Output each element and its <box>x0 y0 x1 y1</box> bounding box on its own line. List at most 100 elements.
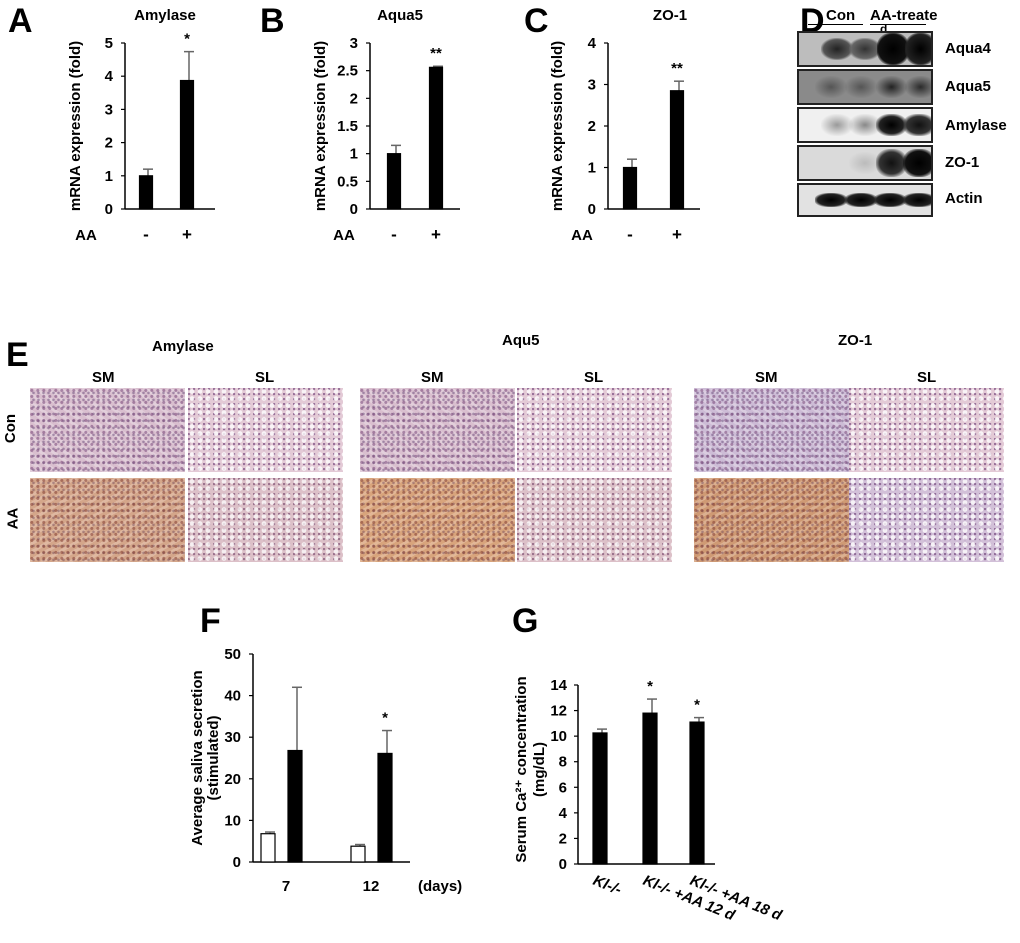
chart-g-x-tick-label: Kl-/- <box>591 872 624 899</box>
chart-b-x-prefix-label: AA <box>333 227 355 244</box>
chart-a-x-tick-label: + <box>182 225 192 244</box>
chart-b-title: Aqua5 <box>377 7 423 24</box>
chart-b-y-tick-label: 0.5 <box>337 173 358 190</box>
chart-g-y-tick-label: 0 <box>559 856 567 873</box>
ihc-title-aqu5: Aqu5 <box>502 332 540 349</box>
chart-c-x-prefix-label: AA <box>571 227 593 244</box>
ihc-col-sm-3: SM <box>755 369 778 386</box>
chart-b-x-tick-label: + <box>431 225 441 244</box>
chart-f-x-tick-label: 7 <box>282 878 290 895</box>
chart-a-y-tick-label: 4 <box>105 68 114 85</box>
chart-b-bar <box>386 153 402 210</box>
chart-g-y-tick-label: 10 <box>550 728 567 745</box>
panel-letter-f: F <box>200 602 221 640</box>
ihc-image-aqu5-sl-aa <box>517 478 672 562</box>
chart-g-y-tick-label: 6 <box>559 779 567 796</box>
panel-letter-c: C <box>524 2 549 40</box>
ihc-image-amylase-sm-con <box>30 388 185 472</box>
ihc-image-zo1-sm-con <box>694 388 849 472</box>
chart-b-x-tick-label: - <box>391 225 397 244</box>
chart-c-x-tick-label: + <box>672 225 682 244</box>
chart-b-y-tick-label: 2 <box>350 90 358 107</box>
chart-a-y-tick-label: 1 <box>105 168 113 185</box>
chart-g-y-tick-label: 4 <box>559 805 568 822</box>
chart-f-y-axis-label: Average saliva secretion <box>189 670 206 845</box>
blot-group-aa: AA-treate <box>870 7 938 24</box>
chart-a-y-tick-label: 2 <box>105 135 113 152</box>
chart-c-y-tick-label: 0 <box>588 201 596 218</box>
blot-row-aqua4 <box>797 31 933 67</box>
blot-label-aqua4: Aqua4 <box>945 40 991 57</box>
blot-row-actin <box>797 183 933 217</box>
chart-f-bar <box>287 749 303 863</box>
chart-c-bar <box>669 90 685 210</box>
ihc-image-amylase-sl-con <box>188 388 343 472</box>
chart-c-y-tick-label: 1 <box>588 160 596 177</box>
chart-c-title: ZO-1 <box>653 7 687 24</box>
ihc-col-sl-1: SL <box>255 369 275 386</box>
blot-group-aa-wrap: d <box>880 22 888 36</box>
ihc-image-aqu5-sl-con <box>517 388 672 472</box>
chart-g-y-tick-label: 14 <box>550 677 567 694</box>
chart-g-bar <box>689 721 705 865</box>
ihc-image-amylase-sm-aa <box>30 478 185 562</box>
chart-c-y-tick-label: 2 <box>588 118 596 135</box>
chart-b-y-axis-label: mRNA expression (fold) <box>312 41 329 211</box>
chart-g-y-tick-label: 2 <box>559 830 567 847</box>
ihc-image-zo1-sl-aa <box>849 478 1004 562</box>
chart-g-significance-marker: * <box>647 678 653 695</box>
chart-a-bar <box>179 79 195 210</box>
chart-f-y-tick-label: 30 <box>224 729 241 746</box>
chart-f-y-tick-label: 0 <box>233 854 241 871</box>
chart-a-y-tick-label: 0 <box>105 201 113 218</box>
chart-c-bar <box>622 166 638 210</box>
chart-g-bar <box>592 732 608 865</box>
chart-b-y-tick-label: 2.5 <box>337 63 358 80</box>
panel-letter-e: E <box>6 336 29 374</box>
ihc-col-sl-3: SL <box>917 369 937 386</box>
chart-a-y-tick-label: 3 <box>105 101 113 118</box>
chart-a-significance-marker: * <box>184 31 190 48</box>
chart-f-y-tick-label: 40 <box>224 688 241 705</box>
ihc-col-sm-1: SM <box>92 369 115 386</box>
chart-c-y-tick-label: 4 <box>588 35 597 52</box>
blot-label-aqua5: Aqua5 <box>945 78 991 95</box>
blot-row-aqua5 <box>797 69 933 105</box>
blot-label-actin: Actin <box>945 190 983 207</box>
chart-c-significance-marker: ** <box>671 60 683 77</box>
chart-b-y-tick-label: 0 <box>350 201 358 218</box>
chart-c-y-axis-label: mRNA expression (fold) <box>549 41 566 211</box>
blot-row-amylase <box>797 107 933 143</box>
blot-group-con: Con <box>826 7 856 24</box>
ihc-image-aqu5-sm-con <box>360 388 515 472</box>
chart-g-significance-marker: * <box>694 697 700 714</box>
ihc-title-amylase: Amylase <box>152 338 214 355</box>
chart-g-bar <box>642 712 658 865</box>
ihc-col-sl-2: SL <box>584 369 604 386</box>
chart-f-x-tick-label: 12 <box>363 878 380 895</box>
ihc-col-sm-2: SM <box>421 369 444 386</box>
ihc-title-zo1: ZO-1 <box>838 332 873 349</box>
blot-label-amylase: Amylase <box>945 117 1007 134</box>
chart-b-significance-marker: ** <box>430 45 442 62</box>
chart-f-bar <box>260 833 276 863</box>
chart-f-bar <box>377 752 393 863</box>
blot-label-zo1: ZO-1 <box>945 154 980 171</box>
panel-letter-b: B <box>260 2 285 40</box>
panel-letter-g: G <box>512 602 539 640</box>
chart-g-y-axis-label: (mg/dL) <box>531 742 548 797</box>
chart-a-x-prefix-label: AA <box>75 227 97 244</box>
chart-a-y-tick-label: 5 <box>105 35 113 52</box>
chart-a-bar <box>138 175 154 210</box>
chart-f-y-axis-label: (stimulated) <box>205 715 222 800</box>
chart-f-significance-marker: * <box>382 710 388 727</box>
chart-b-y-tick-label: 3 <box>350 35 358 52</box>
chart-g-y-tick-label: 8 <box>559 754 567 771</box>
ihc-image-zo1-sl-con <box>849 388 1004 472</box>
chart-f-y-tick-label: 10 <box>224 812 241 829</box>
chart-g-y-axis-label: Serum Ca²⁺ concentration <box>513 676 530 862</box>
blot-group-con-line <box>808 24 863 25</box>
chart-f-y-tick-label: 50 <box>224 646 241 663</box>
chart-c-y-tick-label: 3 <box>588 77 596 94</box>
